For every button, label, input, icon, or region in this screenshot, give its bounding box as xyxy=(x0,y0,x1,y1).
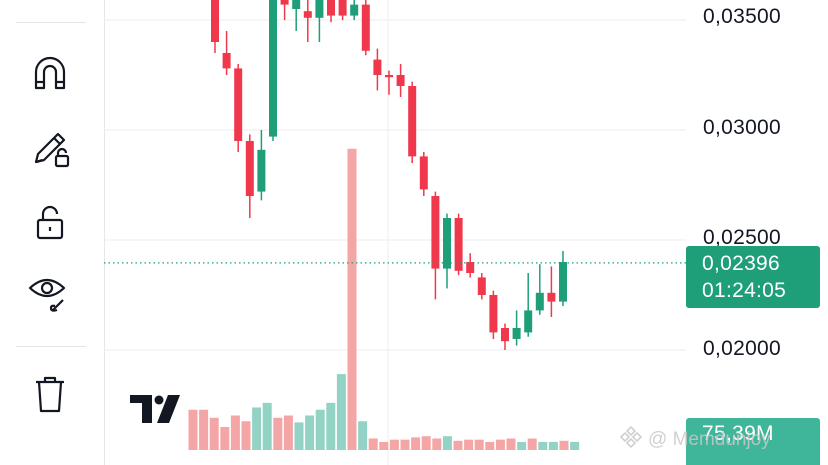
volume-bar xyxy=(347,148,357,450)
last-price-value: 0,02396 xyxy=(702,252,781,275)
volume-bar xyxy=(305,415,315,450)
volume-bar xyxy=(358,421,368,450)
magnet-icon[interactable] xyxy=(18,42,82,106)
candle-body xyxy=(454,218,463,271)
volume-bar xyxy=(506,438,516,450)
volume-bar xyxy=(220,427,230,450)
volume-bar xyxy=(453,440,463,450)
volume-bar xyxy=(273,417,283,450)
candle-body xyxy=(234,68,243,141)
binance-logo-icon xyxy=(619,425,643,454)
volume-badge: 75,39M xyxy=(686,418,820,465)
candle-body xyxy=(361,4,370,51)
volume-bar xyxy=(241,421,251,450)
volume-bar xyxy=(570,441,580,450)
volume-bar xyxy=(464,439,474,450)
volume-bar xyxy=(368,438,378,450)
candle-body xyxy=(245,141,254,196)
candle-body xyxy=(535,292,544,311)
price-axis-label: 0,02000 xyxy=(703,337,782,360)
volume-bar xyxy=(230,415,240,450)
candle-body xyxy=(350,4,359,16)
volume-bar xyxy=(209,417,219,450)
price-axis-label: 0,03500 xyxy=(703,5,782,28)
volume-bar xyxy=(432,438,442,450)
volume-bar xyxy=(336,374,346,450)
candle-body xyxy=(559,262,567,302)
unlock-icon[interactable] xyxy=(18,190,82,254)
toolbar-divider xyxy=(16,346,86,347)
volume-bar xyxy=(485,441,495,450)
volume-bar xyxy=(411,437,421,450)
volume-bar xyxy=(495,439,505,450)
chart-grid xyxy=(104,0,686,465)
candle-body xyxy=(373,59,382,75)
price-axis-label: 0,02500 xyxy=(703,226,782,249)
candle-body xyxy=(303,11,312,18)
candle-body xyxy=(338,0,347,16)
volume-bar xyxy=(517,441,527,450)
volume-bar xyxy=(527,438,537,450)
volume-bar xyxy=(379,441,389,450)
trash-icon[interactable] xyxy=(18,362,82,426)
volume-bar xyxy=(188,409,198,450)
candle-body xyxy=(396,75,405,86)
pencil-lock-icon[interactable] xyxy=(18,116,82,180)
watermark-text: @ Memdunjoy xyxy=(648,429,771,450)
volume-bar xyxy=(326,402,336,450)
candle-countdown: 01:24:05 xyxy=(702,279,787,302)
toolbar-divider xyxy=(16,22,86,23)
candle-body xyxy=(211,0,219,42)
candle-body xyxy=(280,0,289,5)
volume-value: 75,39M xyxy=(702,422,774,445)
volume-bar xyxy=(548,441,558,450)
candle-body xyxy=(466,262,475,273)
candle-body xyxy=(292,0,301,9)
candle-body xyxy=(408,86,417,157)
eye-brush-icon[interactable] xyxy=(18,262,82,326)
candlesticks xyxy=(211,0,567,350)
volume-bar xyxy=(474,439,484,450)
volume-bar xyxy=(421,436,431,450)
volume-bar xyxy=(389,439,399,450)
candle-body xyxy=(477,277,486,295)
volume-bar xyxy=(559,440,569,450)
last-price-badge: 0,02396 01:24:05 xyxy=(686,246,820,308)
candle-body xyxy=(501,328,509,342)
price-axis-label: 0,03000 xyxy=(703,116,782,139)
candle-body xyxy=(222,53,231,69)
candle-body xyxy=(327,0,335,16)
drawing-toolbar xyxy=(0,0,105,465)
candle-body xyxy=(443,218,451,269)
volume-bars xyxy=(188,148,580,450)
volume-bar xyxy=(442,436,452,450)
volume-bar xyxy=(252,407,262,450)
candle-body xyxy=(547,292,556,302)
candle-body xyxy=(257,149,266,192)
volume-bar xyxy=(199,409,209,450)
volume-bar xyxy=(400,439,410,450)
candle-body xyxy=(315,0,324,18)
candle-body xyxy=(269,0,277,137)
volume-bar xyxy=(294,422,304,450)
candle-body xyxy=(385,75,393,78)
tradingview-logo xyxy=(130,395,190,428)
volume-bar xyxy=(262,402,272,450)
volume-bar xyxy=(538,441,548,450)
candle-body xyxy=(419,156,428,190)
candle-body xyxy=(512,328,521,339)
candle-body xyxy=(489,295,498,333)
candle-body xyxy=(524,310,533,333)
watermark: @ Memdunjoy xyxy=(619,425,771,454)
candle-body xyxy=(431,196,440,269)
volume-bar xyxy=(283,415,293,450)
volume-bar xyxy=(315,409,325,450)
